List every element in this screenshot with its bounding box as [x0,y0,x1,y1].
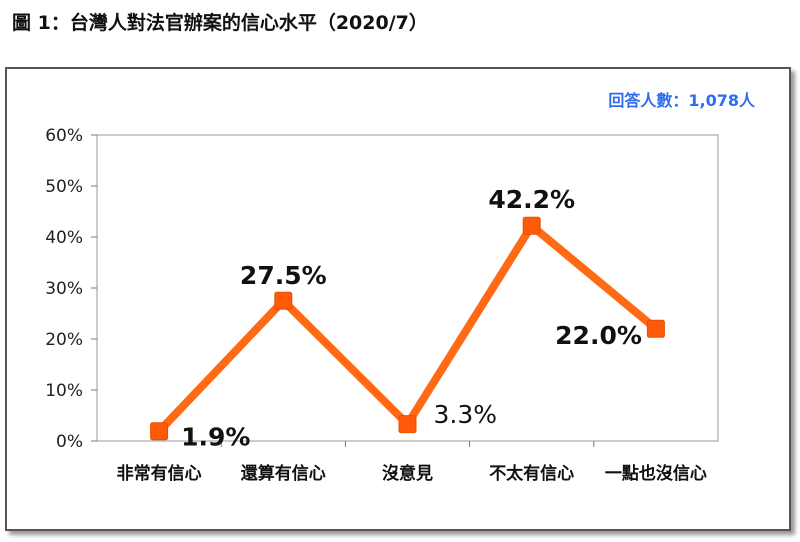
data-label: 22.0% [555,321,642,350]
y-tick-label: 20% [45,330,83,350]
data-label: 27.5% [240,261,327,290]
y-tick-label: 30% [45,279,83,299]
x-tick-label: 沒意見 [382,463,433,484]
x-tick-label: 一點也沒信心 [605,463,707,484]
y-tick-label: 10% [45,381,83,401]
y-tick-label: 40% [45,228,83,248]
data-label: 42.2% [488,185,575,214]
data-point [275,292,292,309]
data-point [647,320,664,337]
data-label: 3.3% [434,400,498,429]
x-tick-label: 不太有信心 [489,463,574,484]
y-tick-label: 50% [45,177,83,197]
y-tick-label: 60% [45,126,83,146]
data-point [151,423,168,440]
axes: 0% 10% 20% 30% 40% 50% 60% 非常有信心 還算有信心 沒意見 不太有信心 一點… [45,126,718,484]
x-tick-label: 還算有信心 [241,463,326,484]
sample-size-note: 回答人數：1,078人 [608,91,756,110]
y-tick-label: 0% [56,432,83,452]
data-label: 1.9% [181,422,250,451]
data-point [399,416,416,433]
data-point [523,217,540,234]
x-tick-label: 非常有信心 [117,463,202,484]
